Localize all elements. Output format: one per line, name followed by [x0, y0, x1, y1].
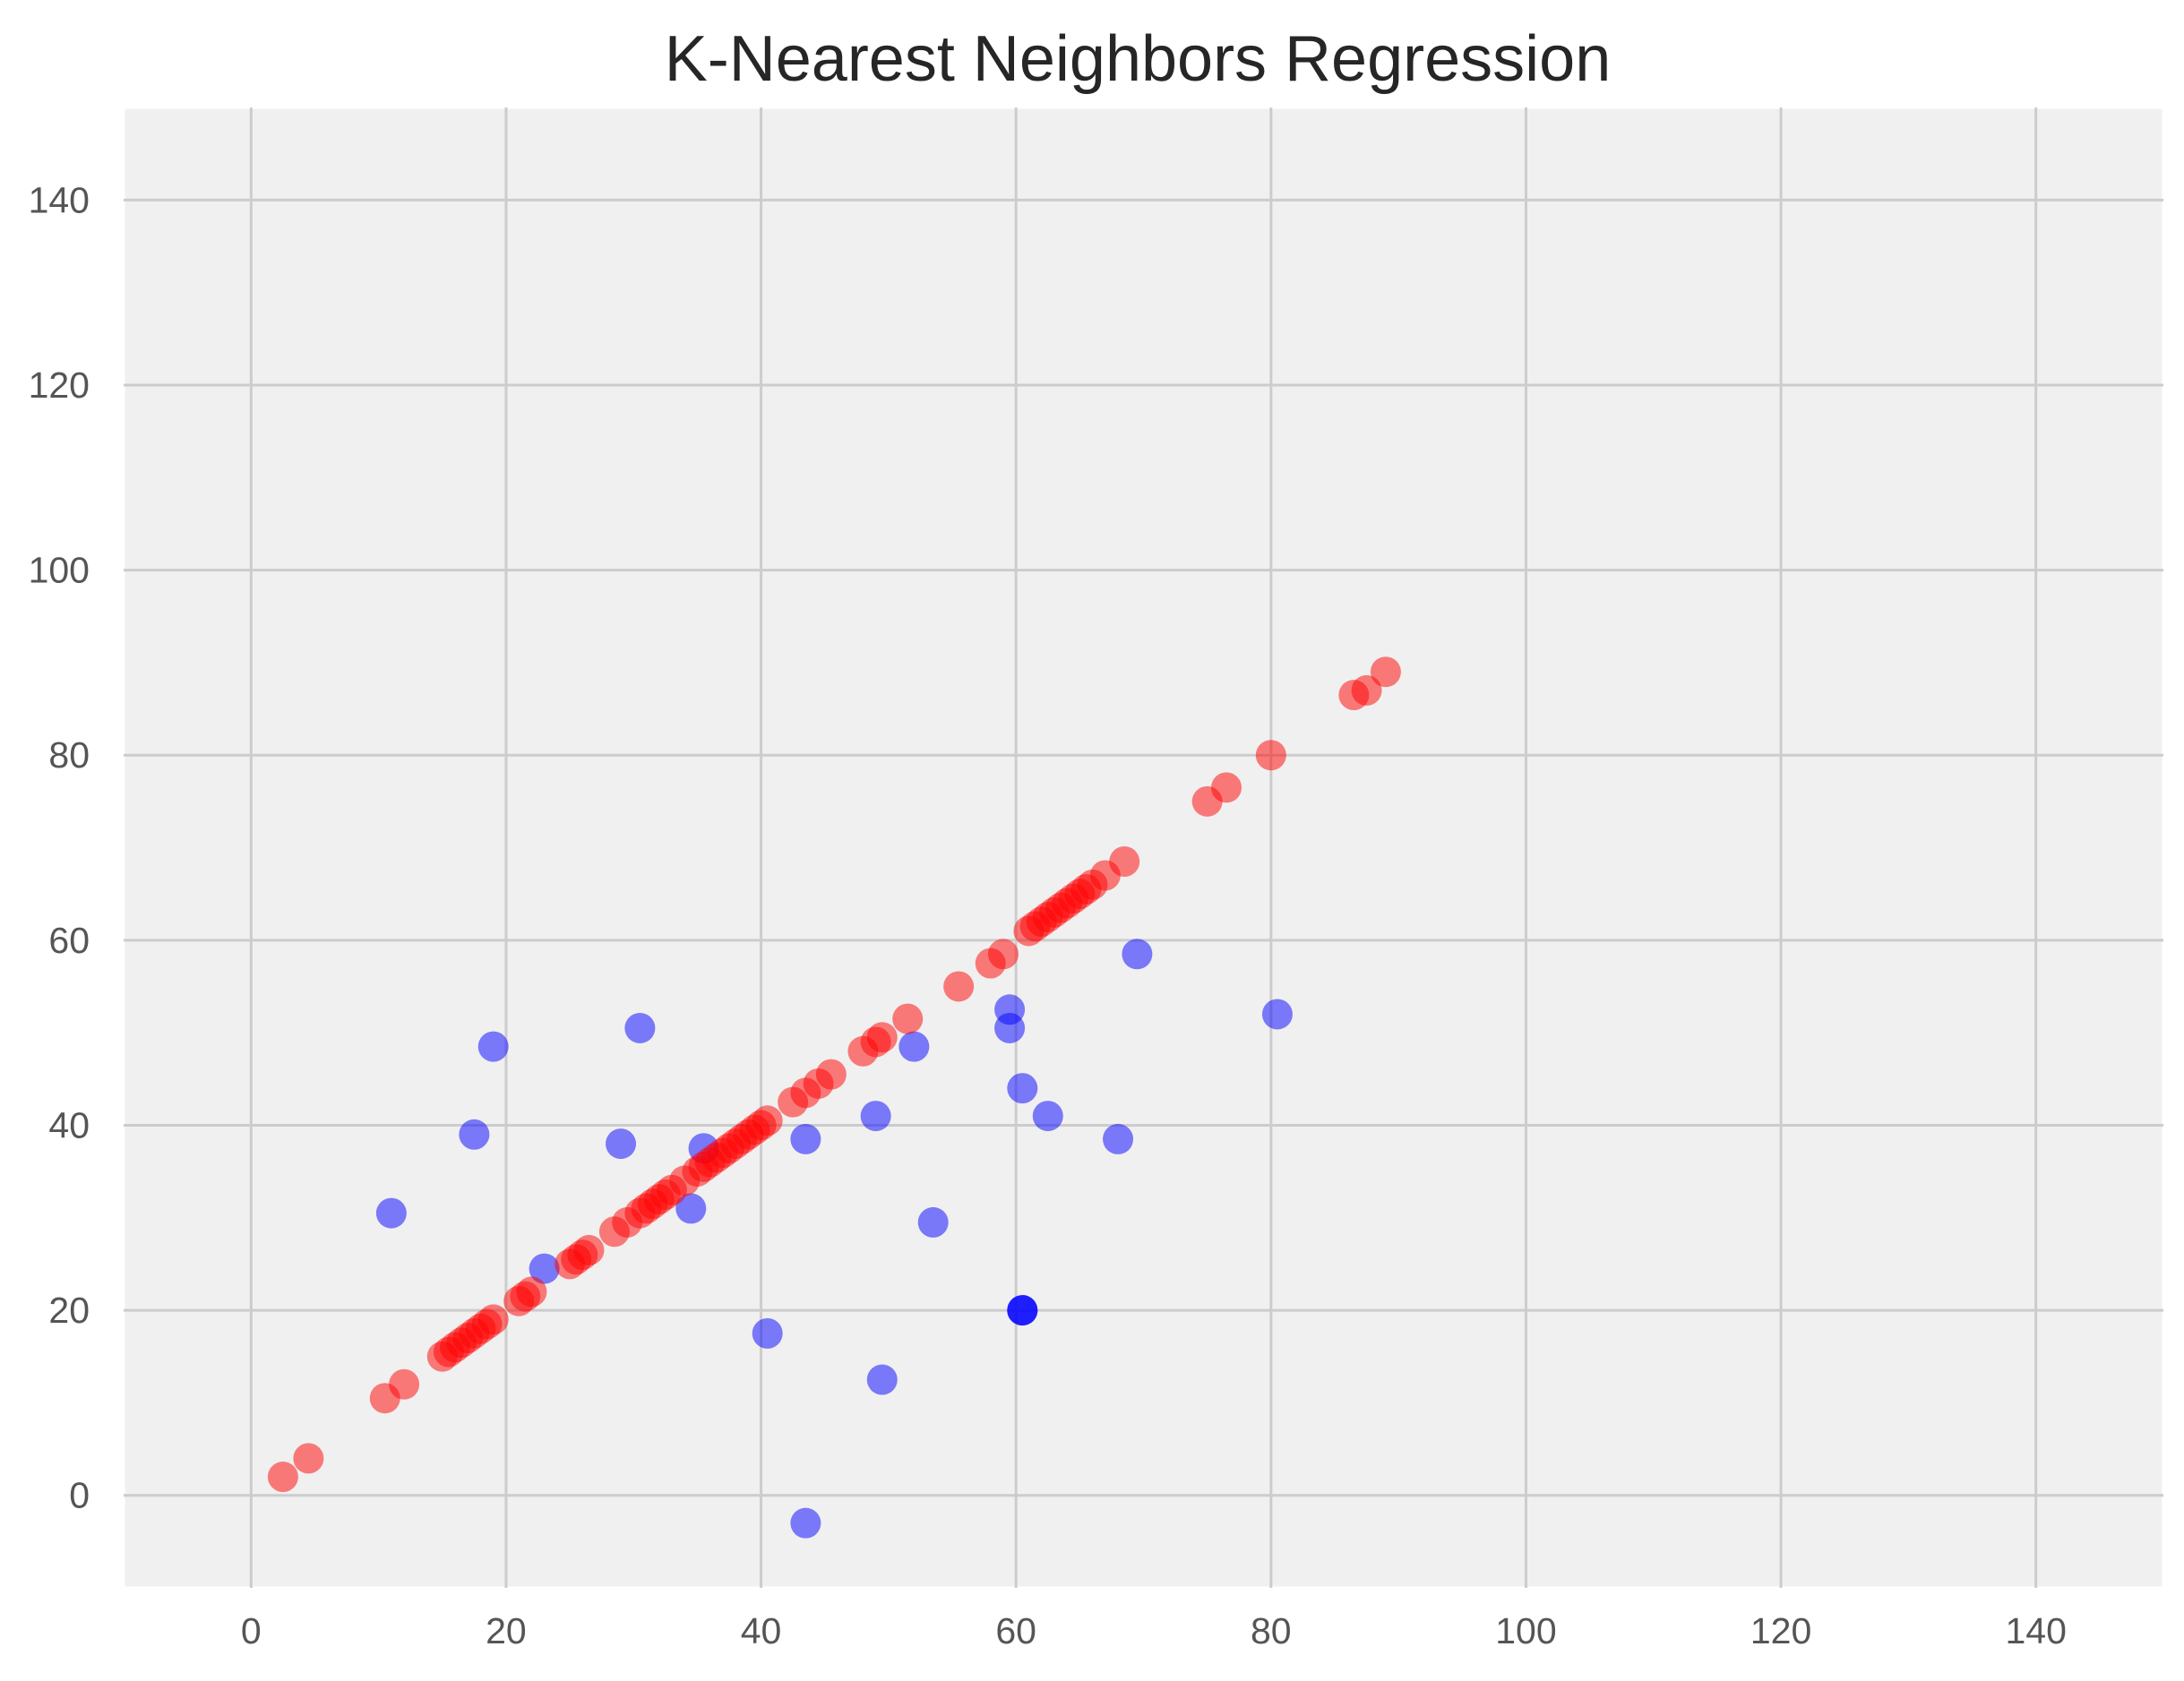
scatter-point — [943, 971, 975, 1002]
x-tick-label: 140 — [2005, 1610, 2066, 1651]
scatter-point — [860, 1101, 891, 1132]
x-tick-label: 0 — [241, 1610, 262, 1651]
scatter-point — [529, 1253, 560, 1284]
y-tick-label: 140 — [29, 179, 90, 220]
scatter-points — [267, 656, 1401, 1539]
scatter-point — [1007, 1295, 1038, 1326]
scatter-point — [866, 1364, 898, 1395]
scatter-point — [477, 1031, 509, 1062]
scatter-point — [675, 1193, 707, 1224]
x-tick-label: 20 — [486, 1610, 527, 1651]
x-tick-label: 40 — [741, 1610, 782, 1651]
scatter-point — [477, 1304, 509, 1335]
scatter-point — [1109, 845, 1140, 877]
scatter-point — [987, 939, 1019, 970]
scatter-point — [1122, 939, 1153, 970]
scatter-point — [1007, 1073, 1038, 1104]
x-tick-label: 60 — [995, 1610, 1036, 1651]
scatter-point — [917, 1206, 949, 1238]
y-tick-label: 80 — [48, 734, 90, 776]
scatter-point — [267, 1462, 298, 1493]
y-tick-label: 100 — [29, 550, 90, 591]
scatter-point — [790, 1123, 821, 1154]
scatter-point — [1103, 1123, 1134, 1154]
scatter-point — [752, 1317, 783, 1349]
scatter-point — [899, 1031, 930, 1062]
y-tick-label: 20 — [48, 1290, 90, 1331]
scatter-point — [866, 1022, 898, 1053]
scatter-point — [1261, 999, 1293, 1030]
x-tick-label: 80 — [1251, 1610, 1292, 1651]
scatter-point — [459, 1119, 490, 1150]
scatter-point — [790, 1507, 821, 1539]
scatter-point — [752, 1105, 783, 1136]
scatter-point — [389, 1368, 420, 1400]
y-tick-label: 60 — [48, 920, 90, 961]
scatter-point — [624, 1012, 656, 1043]
scatter-point — [1370, 656, 1401, 688]
x-tick-label: 120 — [1750, 1610, 1811, 1651]
scatter-point — [892, 1003, 924, 1034]
scatter-point — [573, 1234, 605, 1265]
scatter-point — [1032, 1101, 1063, 1132]
scatter-point — [293, 1443, 324, 1474]
y-tick-label: 0 — [69, 1475, 90, 1516]
scatter-point — [994, 1012, 1026, 1043]
scatter-point — [516, 1276, 547, 1308]
scatter-point — [375, 1197, 407, 1229]
scatter-point — [1255, 740, 1286, 771]
scatter-point — [606, 1128, 637, 1160]
scatter-point — [815, 1059, 847, 1090]
tick-labels: 0 20 40 60 80 100 120 140 0 20 40 60 80 100 120 140 — [29, 179, 2067, 1651]
x-tick-label: 100 — [1495, 1610, 1556, 1651]
scatter-point — [1211, 772, 1242, 803]
y-tick-label: 120 — [29, 365, 90, 406]
scatter-point — [1351, 674, 1382, 706]
scatter-series — [267, 656, 1401, 1493]
chart-title: K-Nearest Neighbors Regression — [665, 23, 1611, 95]
y-tick-label: 40 — [48, 1104, 90, 1145]
plot-area — [122, 106, 2165, 1590]
